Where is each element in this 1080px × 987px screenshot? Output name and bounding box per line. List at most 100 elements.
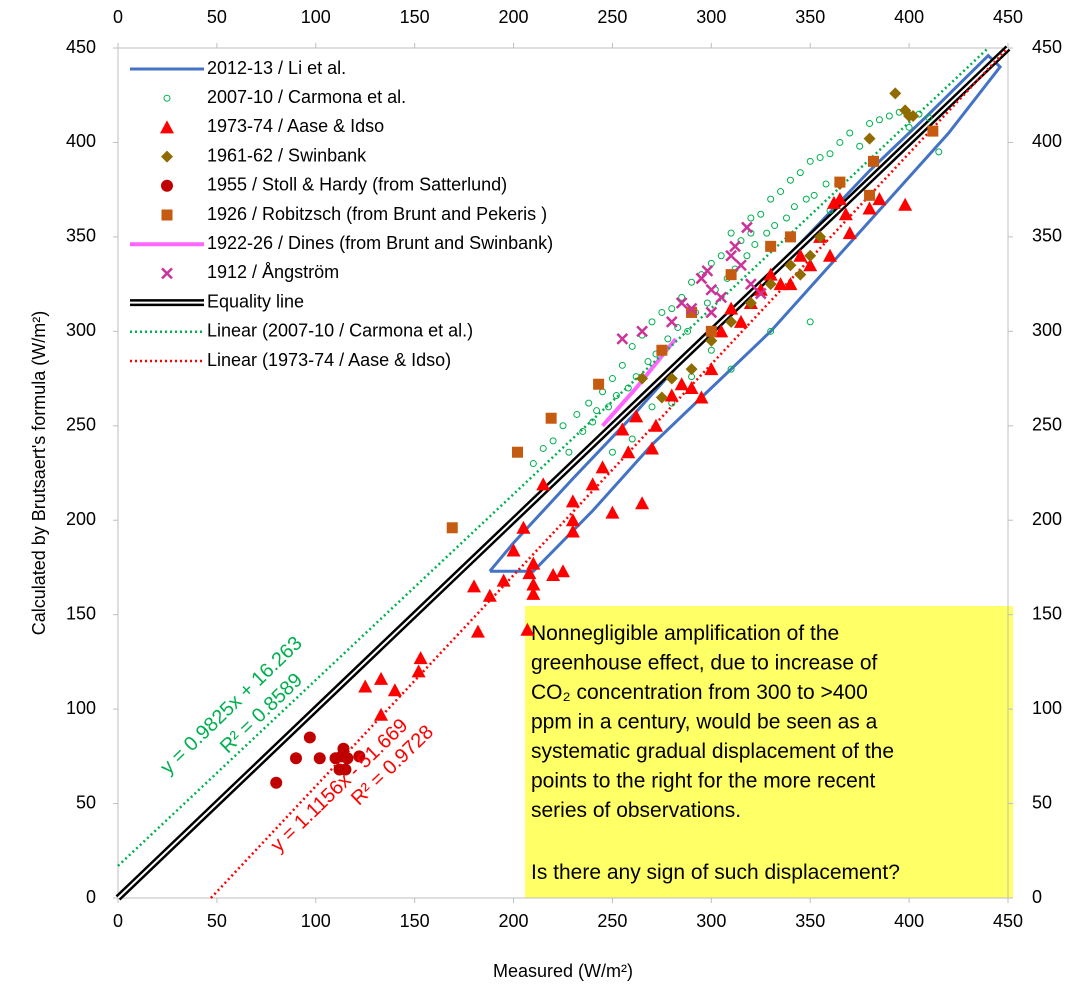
point bbox=[270, 776, 283, 789]
point bbox=[608, 375, 616, 383]
point bbox=[875, 116, 883, 124]
point bbox=[707, 346, 715, 354]
point bbox=[413, 651, 428, 665]
x-tick-label: 400 bbox=[894, 911, 924, 931]
point bbox=[656, 344, 668, 356]
point bbox=[889, 87, 902, 100]
point bbox=[374, 671, 389, 685]
point bbox=[516, 520, 531, 534]
x-tick-label: 450 bbox=[993, 911, 1023, 931]
legend-label: 1955 / Stoll & Hardy (from Satterlund) bbox=[207, 175, 507, 195]
point bbox=[589, 418, 597, 426]
y-tick-label: 0 bbox=[86, 887, 96, 907]
point bbox=[885, 112, 893, 120]
point bbox=[526, 586, 541, 600]
point bbox=[767, 195, 775, 203]
y-tick-label: 400 bbox=[66, 131, 96, 151]
point bbox=[905, 123, 913, 131]
point bbox=[467, 579, 481, 593]
point bbox=[655, 391, 668, 404]
point bbox=[744, 297, 757, 309]
point bbox=[793, 248, 808, 262]
point bbox=[866, 120, 874, 128]
x2-tick-label: 400 bbox=[894, 7, 924, 27]
point bbox=[834, 176, 846, 188]
point bbox=[725, 315, 738, 328]
point bbox=[777, 188, 785, 196]
legend-marker bbox=[161, 179, 173, 192]
point bbox=[628, 342, 636, 350]
point bbox=[806, 157, 814, 165]
point bbox=[794, 268, 807, 281]
y-tick-label: 150 bbox=[66, 603, 96, 623]
point bbox=[565, 524, 580, 538]
note-line: points to the right for the more recent bbox=[531, 770, 876, 793]
point bbox=[763, 229, 771, 237]
point bbox=[701, 265, 714, 277]
note-question: Is there any sign of such displacement? bbox=[531, 861, 900, 884]
point bbox=[684, 381, 699, 394]
point bbox=[838, 207, 853, 221]
point bbox=[674, 377, 689, 391]
point bbox=[546, 568, 561, 581]
point bbox=[536, 477, 551, 491]
point bbox=[628, 435, 636, 443]
point bbox=[737, 237, 745, 245]
point bbox=[735, 259, 747, 272]
legend-label: Linear (2007-10 / Carmona et al.) bbox=[207, 321, 473, 341]
y-tick-label: 100 bbox=[66, 698, 96, 718]
y2-tick-label: 350 bbox=[1032, 226, 1062, 246]
point bbox=[724, 301, 739, 315]
point bbox=[782, 214, 790, 222]
point bbox=[826, 195, 841, 209]
y2-tick-label: 150 bbox=[1032, 603, 1062, 623]
point bbox=[806, 318, 814, 326]
x-tick-label: 150 bbox=[400, 911, 430, 931]
point bbox=[387, 683, 402, 697]
point bbox=[585, 477, 600, 491]
legend-label: Linear (1973-74 / Aase & Idso) bbox=[207, 350, 451, 370]
point bbox=[727, 365, 735, 373]
point bbox=[703, 299, 711, 307]
point bbox=[846, 129, 854, 137]
point bbox=[862, 201, 877, 215]
point bbox=[784, 259, 797, 272]
point bbox=[836, 138, 844, 146]
point bbox=[685, 302, 698, 315]
x-tick-label: 350 bbox=[795, 911, 825, 931]
legend-label: 2007-10 / Carmona et al. bbox=[207, 87, 406, 107]
legend-marker bbox=[161, 150, 173, 163]
point bbox=[784, 231, 796, 243]
point bbox=[714, 324, 729, 338]
y-tick-label: 200 bbox=[66, 509, 96, 529]
x-axis-label: Measured (W/m²) bbox=[493, 961, 633, 981]
point bbox=[898, 197, 913, 211]
point bbox=[832, 192, 847, 206]
point bbox=[658, 308, 666, 316]
point bbox=[668, 305, 676, 313]
y2-tick-label: 0 bbox=[1032, 887, 1042, 907]
point bbox=[753, 282, 768, 296]
point bbox=[605, 505, 620, 519]
y-tick-label: 450 bbox=[66, 37, 96, 57]
point bbox=[565, 513, 580, 527]
point bbox=[705, 334, 718, 347]
y2-tick-label: 300 bbox=[1032, 320, 1062, 340]
note-line: greenhouse effect, due to increase of bbox=[531, 652, 878, 675]
point bbox=[629, 409, 644, 423]
point bbox=[446, 522, 458, 534]
point bbox=[810, 191, 818, 199]
series-line bbox=[210, 49, 1007, 899]
point bbox=[685, 363, 698, 376]
y2-tick-label: 100 bbox=[1032, 698, 1062, 718]
point bbox=[715, 291, 728, 304]
point bbox=[353, 750, 366, 763]
point bbox=[704, 362, 719, 376]
point bbox=[529, 460, 537, 468]
point bbox=[665, 372, 678, 385]
point bbox=[648, 418, 663, 432]
point bbox=[872, 192, 887, 206]
point bbox=[743, 252, 751, 260]
legend-marker bbox=[161, 209, 173, 221]
